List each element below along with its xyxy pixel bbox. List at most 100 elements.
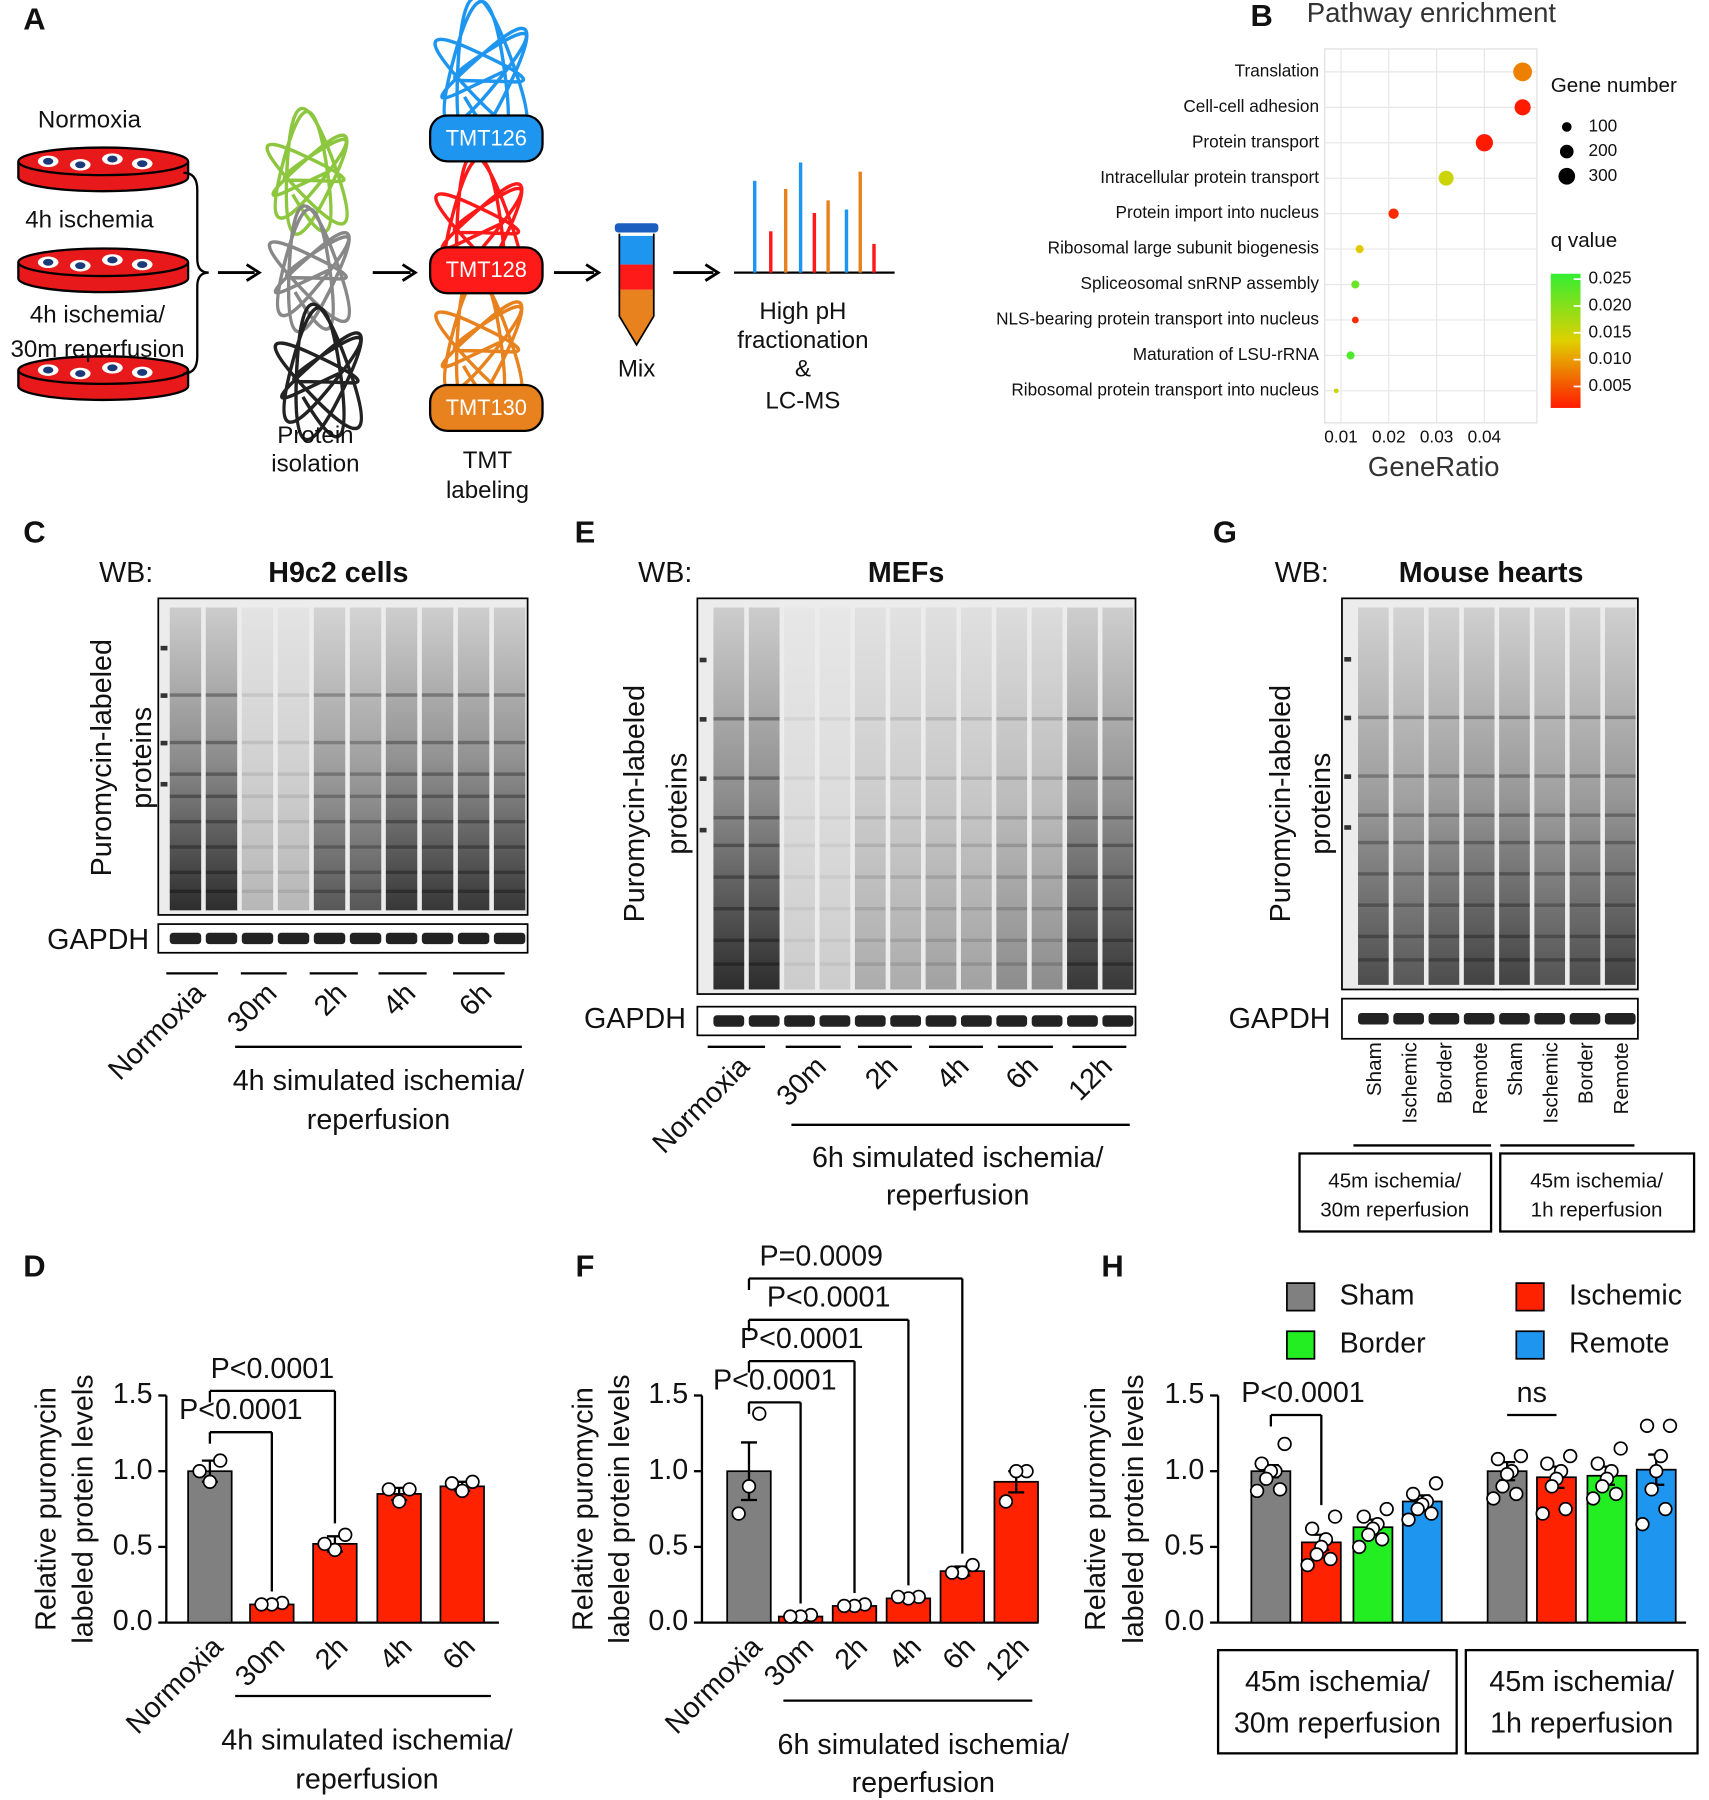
gapdh-band: [748, 1015, 780, 1027]
band: [1031, 815, 1063, 820]
dot: [1351, 316, 1359, 324]
band: [784, 815, 815, 820]
band: [996, 875, 1028, 879]
data-point: [465, 1474, 480, 1489]
band: [1499, 840, 1530, 845]
gapdh-band: [1499, 1012, 1530, 1025]
tmt-tag: [428, 383, 544, 433]
y-tick-label: Ribosomal protein transport into nucleus: [1011, 379, 1319, 399]
data-point: [1374, 1532, 1390, 1547]
marker-band: [160, 645, 168, 651]
lane-label: Sham: [1504, 1042, 1527, 1096]
data-point: [1495, 1479, 1510, 1494]
band: [819, 962, 851, 966]
legend-label: Sham: [1340, 1279, 1415, 1311]
mix-label: Mix: [618, 355, 655, 382]
y-tick-label: 0.5: [1164, 1529, 1204, 1561]
x-tick-label: 30m: [758, 1631, 820, 1693]
band: [277, 819, 310, 824]
band: [169, 794, 202, 799]
legend-label: 0.025: [1589, 268, 1632, 288]
band: [1067, 776, 1098, 780]
band: [1499, 813, 1530, 817]
band: [1428, 813, 1460, 817]
band: [713, 843, 745, 848]
data-point: [1327, 1509, 1343, 1524]
gapdh-blot: [696, 1005, 1137, 1037]
band: [1463, 774, 1495, 778]
band: [493, 889, 526, 894]
band: [996, 717, 1028, 721]
blot-title: H9c2 cells: [268, 557, 408, 589]
band: [421, 819, 454, 824]
nucleus: [75, 161, 86, 169]
band: [313, 693, 346, 697]
band: [241, 794, 274, 799]
x-tick-label: 6h: [437, 1631, 482, 1676]
band: [854, 815, 886, 820]
band: [819, 938, 851, 943]
band: [1358, 934, 1389, 939]
data-point: [1361, 1527, 1376, 1542]
band: [1463, 872, 1495, 876]
treatment-label: 4h simulated ischemia/: [221, 1724, 513, 1756]
band: [1102, 938, 1134, 943]
arrow-head: [704, 263, 721, 282]
band: [925, 843, 957, 848]
band: [1604, 715, 1636, 720]
band: [493, 772, 526, 776]
band: [1569, 840, 1601, 845]
band: [205, 740, 238, 745]
band: [1499, 903, 1530, 907]
treatment-label: reperfusion: [307, 1104, 450, 1136]
data-point: [1513, 1448, 1529, 1464]
x-tick-label: 30m: [229, 1631, 291, 1693]
lane: [960, 607, 992, 990]
band: [205, 870, 238, 875]
band: [890, 776, 922, 780]
group-label: 1h reperfusion: [1490, 1707, 1673, 1739]
lane: [277, 607, 310, 911]
legend-dot: [1558, 167, 1576, 185]
band: [1428, 958, 1460, 962]
lane: [1067, 607, 1098, 990]
data-point: [1644, 1482, 1659, 1497]
data-point: [381, 1482, 396, 1497]
band: [713, 962, 745, 966]
band: [349, 845, 382, 849]
band: [1102, 906, 1134, 911]
legend-label: Border: [1340, 1328, 1426, 1360]
y-axis-title: Relative puromycin: [1080, 1387, 1112, 1631]
band: [996, 776, 1028, 780]
y-tick-label: 1.5: [113, 1378, 153, 1410]
blot-y-label: proteins: [126, 707, 158, 809]
marker-band: [699, 717, 707, 722]
gapdh-band: [277, 932, 310, 945]
blot-title: MEFs: [868, 557, 944, 589]
band: [1534, 840, 1566, 845]
nucleus: [137, 261, 148, 269]
group-label: 30m reperfusion: [1234, 1707, 1441, 1739]
lane: [1393, 607, 1424, 985]
method-label: High pH: [759, 298, 846, 325]
dot: [1513, 62, 1533, 82]
band: [1067, 906, 1098, 911]
protein-scribble: [433, 0, 529, 145]
gapdh-band: [205, 932, 238, 945]
band: [1428, 872, 1460, 876]
band: [349, 794, 382, 799]
data-point: [1649, 1464, 1664, 1479]
data-point: [1379, 1501, 1394, 1517]
lane-label: Ischemic: [1398, 1042, 1421, 1123]
band: [1358, 903, 1389, 907]
y-tick-label: 1.5: [648, 1378, 688, 1410]
gapdh-band: [1031, 1015, 1063, 1027]
panel-label: D: [23, 1248, 45, 1283]
gapdh-band: [890, 1015, 922, 1027]
x-tick-label: 6h: [937, 1631, 982, 1676]
band: [1569, 903, 1601, 907]
lane-label: 30m: [221, 977, 283, 1039]
panel-label: A: [23, 2, 45, 37]
band: [1569, 958, 1601, 962]
significance-label: P<0.0001: [740, 1323, 864, 1355]
